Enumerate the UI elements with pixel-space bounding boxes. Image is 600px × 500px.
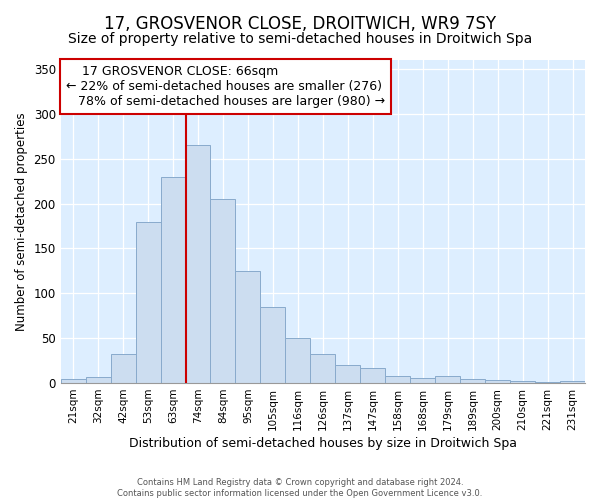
Bar xyxy=(161,176,185,383)
Bar xyxy=(61,378,86,383)
Bar xyxy=(310,354,335,383)
Bar xyxy=(286,338,310,383)
Text: 17 GROSVENOR CLOSE: 66sqm
← 22% of semi-detached houses are smaller (276)
   78%: 17 GROSVENOR CLOSE: 66sqm ← 22% of semi-… xyxy=(66,65,385,108)
Bar xyxy=(136,222,161,383)
Bar xyxy=(410,378,435,383)
Text: Contains HM Land Registry data © Crown copyright and database right 2024.
Contai: Contains HM Land Registry data © Crown c… xyxy=(118,478,482,498)
Bar xyxy=(460,378,485,383)
Bar xyxy=(560,382,585,383)
Bar xyxy=(360,368,385,383)
X-axis label: Distribution of semi-detached houses by size in Droitwich Spa: Distribution of semi-detached houses by … xyxy=(129,437,517,450)
Bar xyxy=(211,199,235,383)
Bar xyxy=(385,376,410,383)
Bar xyxy=(185,146,211,383)
Y-axis label: Number of semi-detached properties: Number of semi-detached properties xyxy=(15,112,28,331)
Text: 17, GROSVENOR CLOSE, DROITWICH, WR9 7SY: 17, GROSVENOR CLOSE, DROITWICH, WR9 7SY xyxy=(104,15,496,33)
Bar xyxy=(510,382,535,383)
Bar xyxy=(235,271,260,383)
Bar xyxy=(260,307,286,383)
Bar xyxy=(485,380,510,383)
Bar xyxy=(535,382,560,383)
Bar xyxy=(435,376,460,383)
Bar xyxy=(110,354,136,383)
Text: Size of property relative to semi-detached houses in Droitwich Spa: Size of property relative to semi-detach… xyxy=(68,32,532,46)
Bar xyxy=(86,377,110,383)
Bar xyxy=(335,365,360,383)
